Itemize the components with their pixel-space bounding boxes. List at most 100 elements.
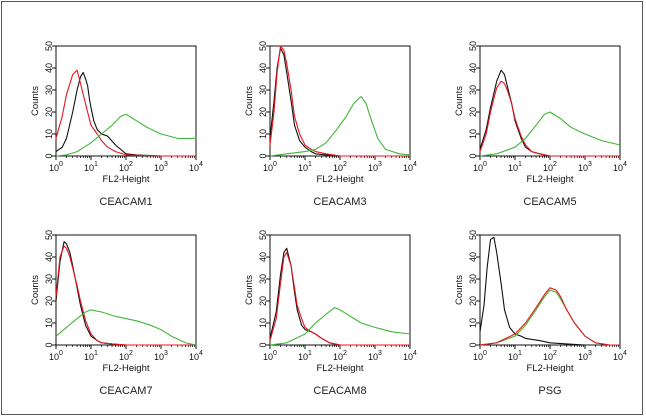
- y-tick-label: 30: [468, 274, 478, 284]
- x-tick-exponent: 0: [483, 350, 487, 357]
- y-tick-label: 40: [468, 252, 478, 262]
- x-tick-base: 10: [84, 352, 94, 362]
- y-tick-label: 10: [44, 129, 54, 139]
- y-tick-label: 40: [258, 252, 268, 262]
- x-tick-exponent: 4: [199, 161, 203, 168]
- x-axis-label: FL2-Height: [527, 363, 574, 374]
- x-tick-base: 10: [333, 163, 343, 173]
- x-tick-base: 10: [298, 163, 308, 173]
- x-tick-exponent: 4: [199, 350, 203, 357]
- x-axis-label: FL2-Height: [103, 174, 150, 185]
- series-line-red: [269, 252, 410, 346]
- x-tick-label: 100: [263, 161, 277, 173]
- panel-caption: CEACAM3: [313, 196, 367, 208]
- series-line-red: [55, 245, 196, 346]
- x-tick-exponent: 4: [623, 161, 627, 168]
- x-tick-base: 10: [263, 163, 273, 173]
- series-line-black: [479, 69, 620, 157]
- plot-axes-box: [269, 234, 411, 346]
- series-line-green: [479, 289, 620, 346]
- x-tick-base: 10: [49, 352, 59, 362]
- series-line-red: [55, 69, 196, 157]
- y-tick-label: 30: [258, 85, 268, 95]
- x-tick-base: 10: [543, 163, 553, 173]
- x-tick-base: 10: [84, 163, 94, 173]
- x-tick-base: 10: [508, 352, 518, 362]
- x-tick-base: 10: [154, 352, 164, 362]
- y-tick-label: 20: [468, 296, 478, 306]
- x-tick-base: 10: [578, 163, 588, 173]
- y-tick-label: 30: [468, 85, 478, 95]
- y-tick-label: 40: [258, 63, 268, 73]
- series-line-black: [55, 71, 196, 157]
- x-tick-exponent: 3: [164, 161, 168, 168]
- x-tick-base: 10: [333, 352, 343, 362]
- x-tick-base: 10: [473, 163, 483, 173]
- x-tick-exponent: 3: [378, 350, 382, 357]
- x-tick-label: 101: [84, 161, 98, 173]
- x-tick-label: 103: [154, 161, 168, 173]
- series-line-black: [479, 236, 620, 346]
- series-line-red: [269, 45, 410, 157]
- x-tick-base: 10: [189, 352, 199, 362]
- series-line-red: [479, 287, 620, 346]
- x-tick-exponent: 3: [378, 161, 382, 168]
- x-axis-label: FL2-Height: [103, 363, 150, 374]
- x-tick-label: 104: [403, 350, 417, 362]
- y-tick-label: 20: [44, 107, 54, 117]
- x-tick-label: 101: [84, 350, 98, 362]
- x-tick-base: 10: [119, 163, 129, 173]
- x-tick-label: 104: [613, 350, 627, 362]
- x-tick-label: 101: [298, 350, 312, 362]
- y-tick-label: 10: [468, 129, 478, 139]
- series-line-green: [479, 111, 621, 157]
- x-tick-exponent: 2: [343, 161, 347, 168]
- x-tick-exponent: 3: [588, 161, 592, 168]
- x-tick-base: 10: [613, 163, 623, 173]
- x-tick-label: 104: [189, 161, 203, 173]
- x-tick-base: 10: [263, 352, 273, 362]
- y-tick-label: 50: [258, 230, 268, 240]
- x-tick-label: 102: [543, 350, 557, 362]
- x-tick-label: 100: [263, 350, 277, 362]
- x-tick-exponent: 1: [518, 350, 522, 357]
- x-tick-label: 101: [508, 350, 522, 362]
- series-line-green: [269, 96, 411, 157]
- series-line-green: [55, 309, 197, 346]
- y-axis-label: Counts: [30, 275, 41, 305]
- x-tick-exponent: 1: [308, 350, 312, 357]
- x-tick-base: 10: [49, 163, 59, 173]
- y-tick-label: 50: [44, 41, 54, 51]
- x-tick-exponent: 1: [94, 350, 98, 357]
- plot-axes-box: [55, 45, 197, 157]
- x-tick-exponent: 2: [343, 350, 347, 357]
- x-tick-base: 10: [189, 163, 199, 173]
- y-tick-label: 0: [468, 153, 478, 158]
- x-tick-label: 100: [49, 161, 63, 173]
- x-tick-exponent: 4: [413, 350, 417, 357]
- x-tick-base: 10: [578, 352, 588, 362]
- y-tick-label: 40: [468, 63, 478, 73]
- series-line-black: [55, 241, 196, 346]
- y-tick-label: 0: [44, 153, 54, 158]
- y-axis-label: Counts: [30, 86, 41, 116]
- y-tick-label: 30: [44, 85, 54, 95]
- x-tick-label: 103: [154, 350, 168, 362]
- y-tick-label: 10: [258, 129, 268, 139]
- y-tick-label: 10: [258, 318, 268, 328]
- series-line-black: [269, 47, 410, 157]
- x-tick-label: 100: [473, 161, 487, 173]
- panel-caption: CEACAM8: [313, 385, 367, 397]
- x-axis-label: FL2-Height: [317, 363, 364, 374]
- x-tick-exponent: 4: [623, 350, 627, 357]
- x-tick-exponent: 2: [553, 350, 557, 357]
- y-tick-label: 0: [44, 342, 54, 347]
- panel-caption: CEACAM7: [99, 385, 153, 397]
- x-tick-label: 103: [368, 161, 382, 173]
- x-tick-label: 100: [473, 350, 487, 362]
